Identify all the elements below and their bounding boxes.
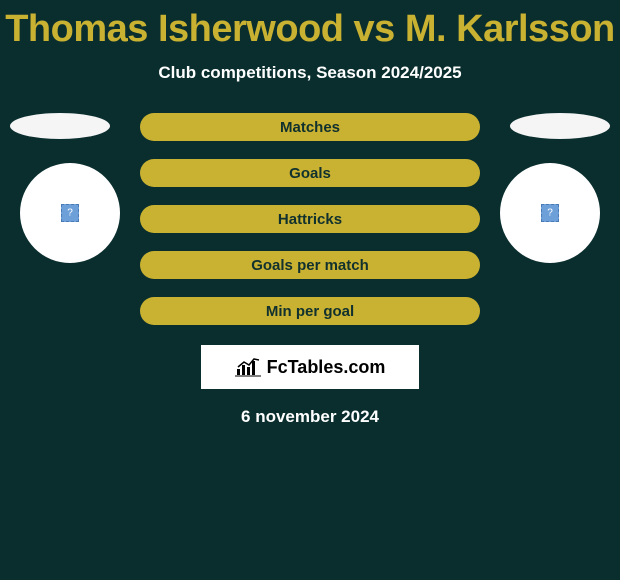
flag-right [510, 113, 610, 139]
club-badge-right [500, 163, 600, 263]
club-badge-left [20, 163, 120, 263]
chart-icon [235, 357, 261, 377]
stat-row-min-per-goal: Min per goal [140, 297, 480, 325]
stat-row-goals-per-match: Goals per match [140, 251, 480, 279]
stat-row-hattricks: Hattricks [140, 205, 480, 233]
subtitle: Club competitions, Season 2024/2025 [0, 63, 620, 83]
page-title: Thomas Isherwood vs M. Karlsson [0, 0, 620, 51]
placeholder-icon [541, 204, 559, 222]
stat-row-goals: Goals [140, 159, 480, 187]
date-label: 6 november 2024 [0, 407, 620, 427]
comparison-content: Matches Goals Hattricks Goals per match … [0, 113, 620, 427]
stat-row-matches: Matches [140, 113, 480, 141]
logo-box: FcTables.com [201, 345, 419, 389]
placeholder-icon [61, 204, 79, 222]
logo-text: FcTables.com [267, 357, 386, 378]
flag-left [10, 113, 110, 139]
stat-rows: Matches Goals Hattricks Goals per match … [140, 113, 480, 325]
